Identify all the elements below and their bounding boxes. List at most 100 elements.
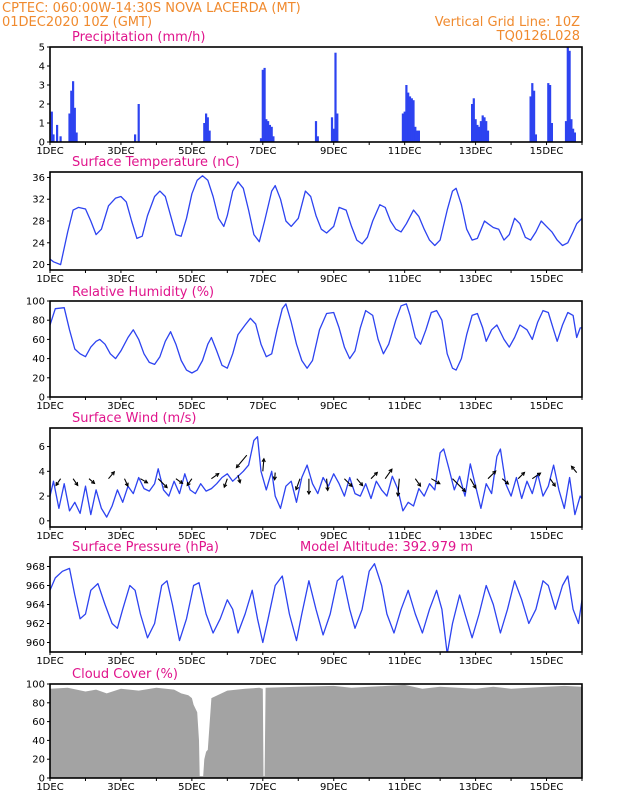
wind-arrow-shaft	[384, 468, 393, 480]
precip-bar	[59, 136, 62, 142]
wind-arrow-shaft	[549, 478, 556, 487]
precip-bar	[471, 104, 474, 142]
wind-arrow-shaft	[431, 478, 441, 485]
panel-frame-wind	[49, 427, 583, 528]
precip-bar	[267, 121, 270, 142]
precip-bar	[531, 83, 534, 142]
precip-bar	[203, 123, 206, 142]
precip-bar	[481, 115, 484, 142]
wind-arrow-head	[272, 476, 277, 481]
precip-bar	[534, 134, 537, 142]
y-tick-label: 2	[39, 492, 45, 503]
panel-title-press: Surface Pressure (hPa)	[72, 540, 219, 555]
precip-bar	[261, 69, 264, 142]
x-tick-label: 13DEC	[459, 656, 493, 667]
precip-bar	[314, 121, 318, 142]
wind-arrow-shaft	[235, 454, 248, 468]
y-tick-label: 2	[39, 100, 45, 111]
precip-bar	[70, 90, 73, 142]
wind-arrow-shaft	[175, 478, 183, 484]
y-tick-label: 3	[39, 81, 45, 92]
wind-arrow-shaft	[262, 458, 265, 472]
y-tick-label: 5	[39, 43, 45, 54]
wind-arrow	[88, 478, 96, 485]
wind-arrow-head	[235, 464, 240, 469]
wind-arrow-head	[492, 470, 497, 475]
precip-bar	[412, 100, 415, 142]
y-tick-label: 80	[32, 698, 45, 709]
panel-press: Surface Pressure (hPa) Model Altitude: 39…	[26, 540, 583, 667]
wind-arrow	[175, 478, 184, 485]
x-tick-label: 1DEC	[36, 274, 63, 285]
wind-arrow	[570, 465, 578, 473]
wind-arrow-head	[74, 481, 79, 487]
x-tick-label: 13DEC	[459, 401, 493, 412]
x-tick-label: 5DEC	[178, 531, 205, 542]
plot-area-wind	[50, 436, 582, 518]
precip-bar	[486, 130, 490, 142]
header-grid-line-note: Vertical Grid Line: 10Z	[435, 15, 580, 30]
precip-bar	[330, 117, 334, 142]
wind-arrow-shaft	[88, 478, 95, 484]
y-tick-label: 4	[39, 467, 45, 478]
precip-bar	[572, 128, 575, 142]
wind-arrow	[501, 478, 510, 485]
precip-bar	[479, 121, 482, 142]
precip-bar	[263, 67, 266, 142]
x-tick-label: 15DEC	[530, 146, 564, 157]
x-tick-label: 13DEC	[459, 146, 493, 157]
x-tick-label: 11DEC	[388, 656, 422, 667]
y-tick-label: 60	[32, 717, 45, 728]
x-tick-label: 1DEC	[36, 531, 63, 542]
precip-bar	[73, 107, 76, 142]
wind-arrow-head	[570, 465, 575, 470]
wind-arrow	[370, 471, 379, 480]
precip-bar	[332, 128, 335, 142]
wind-arrow-head	[551, 482, 556, 488]
x-tick-label: 7DEC	[249, 531, 276, 542]
wind-arrow-shaft	[186, 478, 193, 486]
temp-series-line	[50, 175, 582, 266]
x-tick-label: 11DEC	[388, 274, 422, 285]
wind-arrow-shaft	[124, 478, 129, 487]
x-tick-label: 15DEC	[530, 274, 564, 285]
precip-bar	[564, 121, 568, 142]
precip-bar	[268, 124, 271, 142]
x-tick-label: 13DEC	[459, 531, 493, 542]
panel-annotation-press: Model Altitude: 392.979 m	[300, 540, 473, 555]
wind-arrow-head	[461, 487, 467, 493]
precip-bar	[529, 96, 532, 142]
wind-arrow	[124, 478, 129, 488]
precip-bar	[533, 90, 536, 142]
wind-arrow-shaft	[344, 478, 353, 487]
precip-bar	[476, 124, 479, 142]
precip-bar	[416, 130, 419, 142]
wind-arrow-shaft	[223, 478, 228, 488]
wind-arrow-shaft	[326, 478, 329, 491]
wind-arrow	[237, 474, 242, 484]
wind-arrow	[325, 478, 330, 492]
precip-bar	[208, 130, 211, 142]
panel-precip: Precipitation (mm/h) 0 1 2 3 4 5 1DEC 3DEC 5DEC 7D…	[36, 30, 583, 157]
wind-arrow	[223, 478, 228, 489]
x-tick-label: 5DEC	[178, 656, 205, 667]
x-tick-label: 11DEC	[388, 531, 422, 542]
x-tick-label: 1DEC	[36, 146, 63, 157]
wind-arrow	[186, 478, 193, 487]
wind-arrow-shaft	[295, 478, 301, 490]
y-tick-label: 100	[26, 297, 45, 308]
precip-bar	[570, 119, 573, 142]
precip-bar	[408, 96, 412, 142]
x-tick-label: 3DEC	[107, 531, 134, 542]
y-tick-label: 20	[32, 755, 45, 766]
y-tick-label: 962	[26, 619, 45, 630]
wind-arrow	[306, 478, 312, 496]
wind-arrow-shaft	[72, 478, 79, 486]
press-series-line	[50, 563, 582, 652]
y-tick-label: 100	[26, 680, 45, 691]
precip-bar	[134, 134, 137, 142]
wind-arrow-shaft	[501, 478, 509, 485]
x-tick-label: 15DEC	[530, 531, 564, 542]
x-tick-label: 9DEC	[320, 656, 347, 667]
